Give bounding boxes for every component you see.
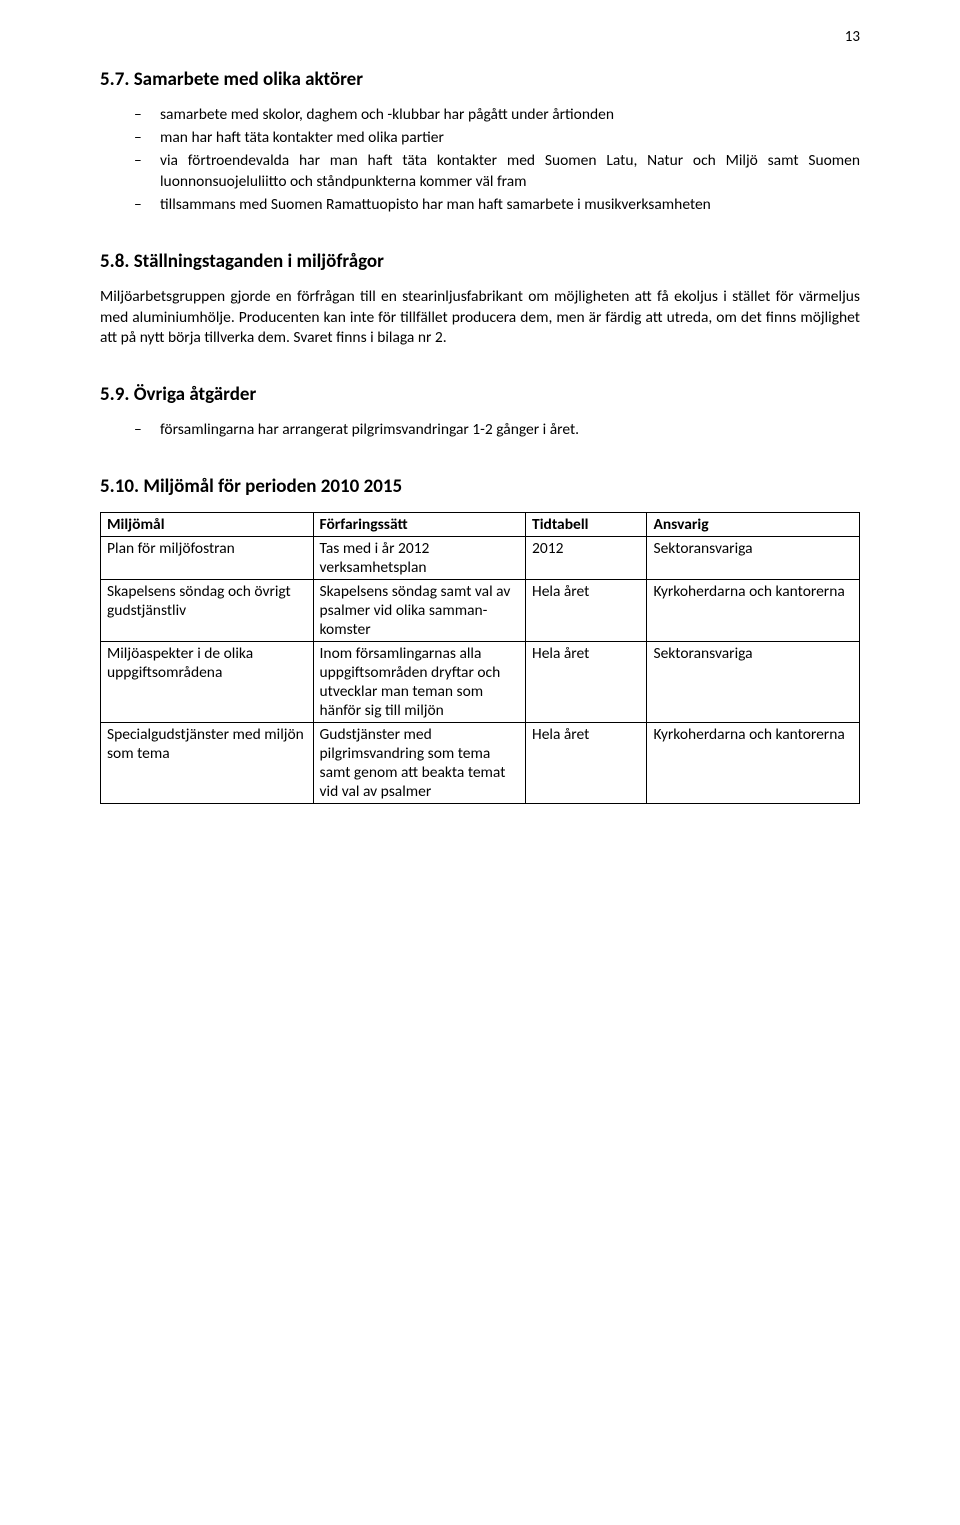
table-cell: Skapelsens söndag samt val av psalmer vi… <box>313 580 526 642</box>
heading-5-10: 5.10. Miljömål för perioden 2010 2015 <box>100 475 860 498</box>
table-cell: Miljöaspekter i de olika uppgiftsområden… <box>101 642 314 723</box>
page-number: 13 <box>845 28 860 46</box>
table-header-row: Miljömål Förfaringssätt Tidtabell Ansvar… <box>101 513 860 537</box>
table-cell: Gudstjänster med pilgrimsvandring som te… <box>313 723 526 804</box>
col-header: Ansvarig <box>647 513 860 537</box>
table-row: Plan för miljöfostran Tas med i år 2012 … <box>101 537 860 580</box>
goals-table: Miljömål Förfaringssätt Tidtabell Ansvar… <box>100 512 860 804</box>
col-header: Tidtabell <box>526 513 647 537</box>
list-item: tillsammans med Suomen Ramattuopisto har… <box>134 195 860 216</box>
table-cell: Specialgudstjänster med miljön som tema <box>101 723 314 804</box>
table-cell: 2012 <box>526 537 647 580</box>
table-row: Specialgudstjänster med miljön som tema … <box>101 723 860 804</box>
list-item: man har haft täta kontakter med olika pa… <box>134 128 860 149</box>
table-cell: Hela året <box>526 723 647 804</box>
table-cell: Skapelsens söndag och övrigt gudstjänstl… <box>101 580 314 642</box>
col-header: Förfaringssätt <box>313 513 526 537</box>
heading-5-9: 5.9. Övriga åtgärder <box>100 383 860 406</box>
table-cell: Hela året <box>526 642 647 723</box>
table-cell: Kyrkoherdarna och kantorerna <box>647 723 860 804</box>
list-item: via förtroendevalda har man haft täta ko… <box>134 151 860 193</box>
table-cell: Plan för miljöfostran <box>101 537 314 580</box>
list-item: samarbete med skolor, daghem och -klubba… <box>134 105 860 126</box>
list-5-7: samarbete med skolor, daghem och -klubba… <box>134 105 860 216</box>
list-5-9: församlingarna har arrangerat pilgrimsva… <box>134 420 860 441</box>
table-row: Miljöaspekter i de olika uppgiftsområden… <box>101 642 860 723</box>
table-cell: Kyrkoherdarna och kantorerna <box>647 580 860 642</box>
document-page: 13 5.7. Samarbete med olika aktörer sama… <box>0 0 960 1525</box>
table-cell: Hela året <box>526 580 647 642</box>
table-row: Skapelsens söndag och övrigt gudstjänstl… <box>101 580 860 642</box>
heading-5-7: 5.7. Samarbete med olika aktörer <box>100 68 860 91</box>
table-cell: Inom församlingarnas alla uppgiftsområde… <box>313 642 526 723</box>
list-item: församlingarna har arrangerat pilgrimsva… <box>134 420 860 441</box>
col-header: Miljömål <box>101 513 314 537</box>
paragraph-5-8: Miljöarbetsgruppen gjorde en förfrågan t… <box>100 287 860 350</box>
heading-5-8: 5.8. Ställningstaganden i miljöfrågor <box>100 250 860 273</box>
table-cell: Sektoransvariga <box>647 642 860 723</box>
table-cell: Sektoransvariga <box>647 537 860 580</box>
table-cell: Tas med i år 2012 verksamhetsplan <box>313 537 526 580</box>
